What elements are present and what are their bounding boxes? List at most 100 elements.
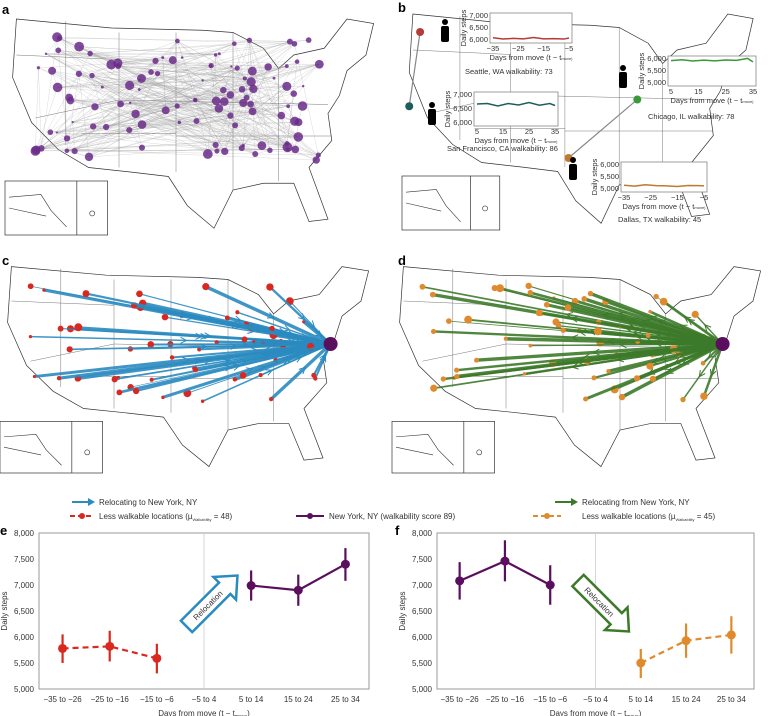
dallas-label: Dallas, TX walkability: 45 — [618, 215, 701, 224]
city-node — [297, 101, 308, 111]
migration-edge — [35, 78, 245, 152]
city-marker — [405, 102, 414, 111]
migration-edge — [230, 115, 288, 148]
alaska-shape — [3, 433, 62, 466]
migration-edge — [41, 144, 216, 149]
data-point — [681, 636, 691, 646]
migration-edge — [224, 115, 231, 152]
origin-city-dot — [169, 355, 175, 360]
person-body — [441, 26, 449, 42]
inset-x-tick: 35 — [551, 127, 559, 136]
relocation-arrow — [538, 312, 723, 345]
city-node — [213, 53, 218, 57]
legend-relocating-to: Relocating to New York, NY — [99, 498, 198, 507]
x-tick-label: −25 to −16 — [91, 695, 130, 704]
migration-edge — [90, 43, 235, 54]
person-icon — [619, 65, 627, 88]
data-point — [726, 630, 736, 640]
city-node — [63, 135, 71, 142]
migration-edge — [67, 129, 130, 139]
migration-edge — [58, 50, 317, 161]
migration-edge — [195, 61, 298, 100]
migration-edge — [72, 87, 103, 123]
x-tick-label: 25 to 34 — [717, 695, 746, 704]
origin-city-dot — [197, 347, 202, 352]
origin-city-dot — [535, 309, 543, 317]
y-tick-label: 8,000 — [14, 529, 35, 538]
origin-city-dot — [258, 373, 263, 378]
origin-city-dot — [147, 341, 155, 348]
migration-edge — [38, 60, 173, 68]
state-border — [30, 343, 115, 362]
migration-edge — [91, 75, 107, 128]
inset-y-tick: 6,500 — [453, 104, 472, 113]
move-arrow-dallas-chicago — [568, 99, 638, 159]
migration-edge — [177, 40, 245, 79]
origin-city-dot — [430, 328, 437, 335]
chart-f: 5,000 5,500 6,000 6,500 7,000 7,500 8,000 −35 t… — [398, 529, 755, 716]
migration-edge — [72, 121, 299, 138]
inset-x-label: Days from move (t − tmove) — [474, 136, 558, 145]
origin-city-dot — [555, 322, 562, 329]
city-node — [314, 59, 324, 69]
arrowhead-icon — [635, 333, 644, 341]
relocation-arrow — [85, 292, 331, 346]
relocation-arrow — [530, 291, 723, 346]
migration-edge — [59, 38, 103, 88]
migration-edge — [207, 71, 253, 155]
city-node — [161, 106, 170, 115]
relocation-arrow — [270, 342, 332, 401]
city-node — [100, 85, 104, 89]
migration-edge — [45, 53, 163, 58]
legend-nyc: New York, NY (walkability score 89) — [329, 512, 455, 521]
city-node — [243, 94, 250, 101]
migration-edge — [41, 148, 317, 161]
y-tick-label: 5,000 — [412, 685, 433, 694]
city-node — [252, 151, 259, 158]
migration-edge — [135, 80, 203, 115]
y-tick-label: 6,000 — [412, 633, 433, 642]
person-icon — [569, 157, 577, 180]
hawaii-shape — [482, 205, 488, 212]
migration-edge — [210, 64, 320, 67]
relocation-arrow — [205, 285, 332, 346]
migration-edge — [251, 64, 320, 82]
inset-series-line — [623, 184, 705, 188]
origin-city-dot — [149, 377, 154, 382]
migration-edge — [135, 113, 270, 151]
origin-city-dot — [691, 310, 699, 318]
relocation-arrow — [69, 343, 331, 351]
relocation-arrow — [702, 343, 724, 397]
city-node — [55, 131, 58, 134]
person-head — [570, 157, 576, 163]
city-node — [129, 101, 132, 104]
migration-edge — [129, 110, 166, 131]
city-node — [264, 63, 272, 71]
city-node — [248, 107, 257, 116]
alaska-shape — [395, 433, 454, 466]
city-node — [284, 141, 290, 147]
migration-edge — [157, 73, 244, 146]
origin-city-dot — [136, 290, 143, 298]
relocation-arrow — [456, 342, 723, 379]
city-node — [272, 76, 276, 80]
migration-edge — [120, 53, 220, 105]
migration-edge — [72, 122, 75, 152]
city-node — [212, 141, 219, 148]
relocation-arrow — [608, 342, 723, 373]
migration-edge — [58, 50, 244, 146]
migration-edge — [117, 62, 212, 66]
origin-city-dot — [266, 283, 274, 291]
inset-x-tick: 15 — [499, 127, 507, 136]
migration-edge — [102, 65, 211, 88]
relocation-arrow — [135, 343, 331, 392]
city-node — [214, 104, 224, 113]
city-node — [294, 59, 300, 64]
city-node — [291, 40, 298, 47]
data-point — [105, 641, 115, 651]
migration-edge — [243, 43, 295, 104]
origin-city-dot — [192, 366, 199, 373]
migration-edge — [57, 65, 212, 88]
arrowhead-icon — [687, 318, 695, 326]
relocation-arrow — [530, 343, 723, 347]
